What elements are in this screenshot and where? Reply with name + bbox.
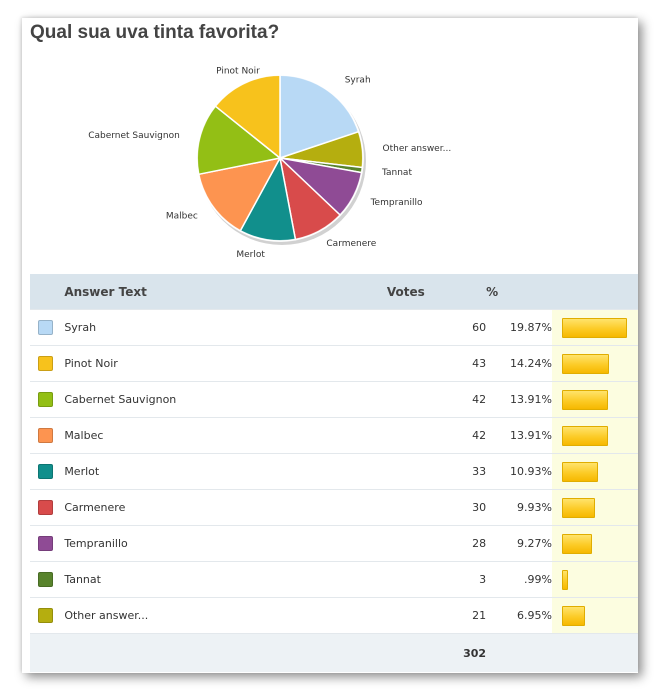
header-swatch	[30, 274, 61, 310]
answer-label: Tempranillo	[60, 525, 342, 562]
vote-bar	[561, 497, 595, 518]
header-answer-text: Answer Text	[60, 274, 342, 310]
answer-label: Tannat	[60, 561, 342, 598]
pie-label: Syrah	[345, 75, 371, 85]
answer-label: Merlot	[60, 453, 342, 490]
total-votes: 302	[341, 633, 487, 672]
vote-bar	[561, 605, 585, 626]
pie-label: Merlot	[236, 250, 265, 260]
vote-count: 33	[341, 453, 487, 490]
color-swatch	[37, 392, 53, 407]
pie-label: Malbec	[166, 212, 198, 222]
pie-label: Tannat	[381, 168, 412, 178]
vote-bar	[561, 461, 598, 482]
table-row: Other answer... 21 6.95%	[30, 597, 638, 634]
vote-count: 30	[341, 489, 487, 526]
color-swatch	[37, 536, 53, 551]
table-row: Carmenere 30 9.93%	[30, 489, 638, 526]
table-row: Syrah 60 19.87%	[30, 309, 638, 346]
pie-label: Pinot Noir	[216, 67, 260, 77]
table-row: Tannat 3.99%	[30, 561, 638, 598]
color-swatch	[37, 356, 53, 371]
pie-chart: Syrah Other answer... Tannat Tempranillo Car…	[88, 67, 452, 260]
vote-percent: 10.93%	[486, 453, 552, 490]
color-swatch	[37, 428, 53, 443]
vote-bar	[561, 533, 592, 554]
color-swatch	[37, 500, 53, 515]
table-row: Malbec 42 13.91%	[30, 417, 638, 454]
answer-label: Cabernet Sauvignon	[60, 381, 342, 418]
vote-percent: 19.87%	[486, 309, 552, 346]
table-row: Pinot Noir 43 14.24%	[30, 345, 638, 382]
vote-bar	[561, 353, 609, 374]
answer-label: Syrah	[60, 309, 342, 346]
vote-count: 43	[341, 345, 487, 382]
poll-results-card: Qual sua uva tinta favorita? Syrah Other …	[22, 18, 638, 673]
pie-label: Other answer...	[383, 144, 452, 154]
color-swatch	[37, 608, 53, 623]
answer-label: Carmenere	[60, 489, 342, 526]
vote-count: 42	[341, 417, 487, 454]
pie-label: Tempranillo	[370, 198, 423, 208]
vote-count: 60	[341, 309, 487, 346]
pie-rim	[196, 74, 364, 242]
vote-count: 21	[341, 597, 487, 634]
table-row: Cabernet Sauvignon 42 13.91%	[30, 381, 638, 418]
vote-percent: 13.91%	[486, 417, 552, 454]
vote-bar	[561, 569, 568, 590]
poll-title: Qual sua uva tinta favorita?	[30, 22, 280, 43]
pie-label: Cabernet Sauvignon	[88, 131, 180, 141]
answer-label: Other answer...	[60, 597, 342, 634]
vote-bar	[561, 317, 627, 338]
table-header-row: Answer Text Votes %	[30, 274, 638, 310]
vote-percent: 9.93%	[486, 489, 552, 526]
vote-bar	[561, 425, 608, 446]
table-row: Merlot 33 10.93%	[30, 453, 638, 490]
header-bar	[551, 274, 638, 310]
vote-count: 3	[341, 561, 487, 598]
vote-percent: 6.95%	[486, 597, 552, 634]
total-row: 302	[30, 633, 638, 672]
vote-percent: .99%	[486, 561, 552, 598]
pie-label: Carmenere	[326, 239, 376, 249]
vote-bar	[561, 389, 608, 410]
answer-label: Malbec	[60, 417, 342, 454]
color-swatch	[37, 464, 53, 479]
vote-percent: 9.27%	[486, 525, 552, 562]
vote-count: 42	[341, 381, 487, 418]
vote-count: 28	[341, 525, 487, 562]
vote-percent: 13.91%	[486, 381, 552, 418]
header-votes: Votes	[341, 274, 487, 310]
answer-label: Pinot Noir	[60, 345, 342, 382]
color-swatch	[37, 320, 53, 335]
table-row: Tempranillo 28 9.27%	[30, 525, 638, 562]
vote-percent: 14.24%	[486, 345, 552, 382]
color-swatch	[37, 572, 53, 587]
results-table: Answer Text Votes % Syrah 60 19.87% Pinot N…	[30, 274, 638, 672]
header-percent: %	[486, 274, 552, 310]
